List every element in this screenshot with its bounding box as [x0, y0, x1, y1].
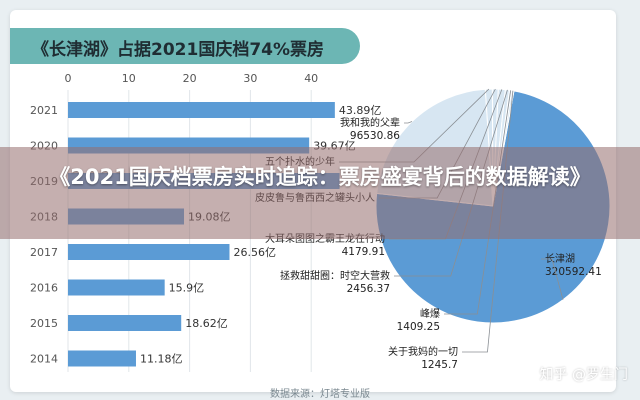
chart-title: 《长津湖》占据2021国庆档74%票房: [32, 40, 325, 60]
x-tick-label: 0: [65, 72, 72, 85]
watermark: 知乎 @罗生门: [539, 367, 628, 383]
y-tick-label: 2017: [30, 246, 58, 259]
bar-data-label: 15.9亿: [169, 282, 205, 295]
x-tick-label: 40: [304, 72, 318, 85]
x-tick-label: 30: [243, 72, 257, 85]
bar: [68, 350, 136, 367]
pie-value-label: 1245.7: [421, 359, 458, 371]
y-tick-label: 2021: [30, 104, 58, 117]
bar-data-label: 26.56亿: [233, 246, 276, 259]
y-tick-label: 2016: [30, 282, 58, 295]
bar: [68, 244, 230, 260]
y-tick-label: 2015: [30, 317, 58, 330]
pie-value-label: 96530.86: [350, 130, 400, 142]
pie-label: 拯救甜甜圈：时空大营救: [280, 269, 390, 282]
pie-value-label: 320592.41: [545, 266, 602, 278]
bar: [68, 315, 182, 331]
title-banner: 《长津湖》占据2021国庆档74%票房: [10, 28, 360, 64]
pie-label: 峰爆: [420, 308, 440, 320]
bar: [68, 102, 335, 118]
pie-value-label: 2456.37: [347, 283, 390, 295]
pie-leader-line: [541, 258, 564, 300]
data-source-note: 数据来源：灯塔专业版: [270, 389, 370, 400]
pie-label: 关于我妈的一切: [388, 345, 458, 358]
x-tick-label: 10: [122, 72, 136, 85]
bar-data-label: 11.18亿: [140, 353, 183, 366]
pie-leader-line: [404, 121, 413, 124]
pie-leader-line: [389, 89, 503, 240]
pie-label: 我和我的父辈: [340, 116, 400, 129]
pie-value-label: 4179.91: [342, 246, 385, 258]
article-title-overlay: 《2021国庆档票房实时追踪：票房盛宴背后的数据解读》: [0, 147, 640, 239]
article-title: 《2021国庆档票房实时追踪：票房盛宴背后的数据解读》: [49, 165, 591, 189]
bar-data-label: 43.89亿: [339, 104, 382, 117]
bar-data-label: 18.62亿: [185, 317, 228, 330]
y-tick-label: 2014: [30, 353, 58, 366]
pie-value-label: 1409.25: [397, 321, 440, 333]
bar: [68, 279, 165, 296]
x-tick-label: 20: [183, 72, 197, 85]
